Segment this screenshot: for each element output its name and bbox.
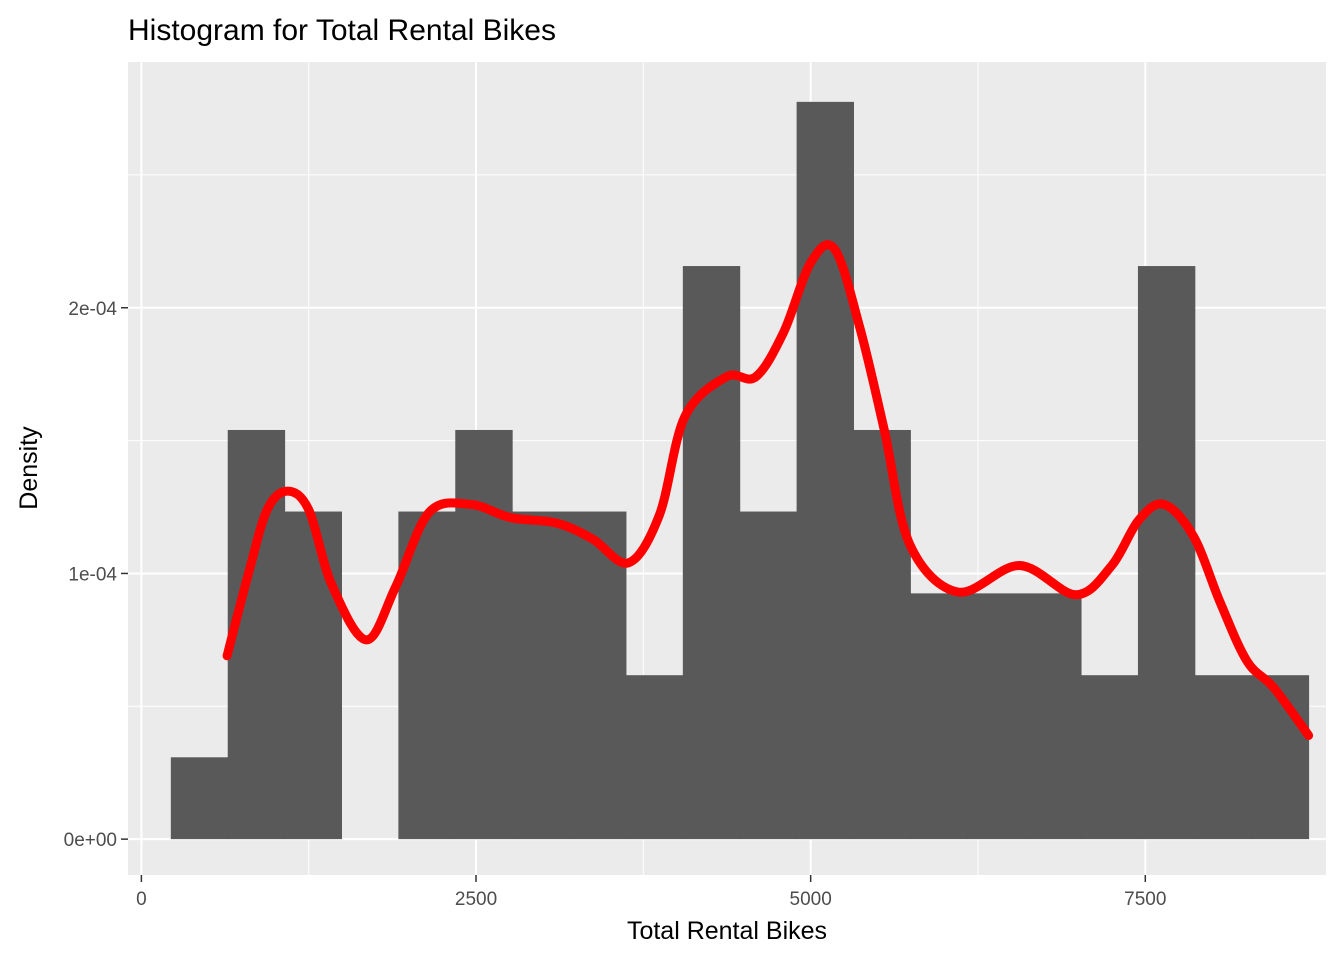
- histogram-bar: [170, 757, 229, 840]
- histogram-bar: [569, 511, 627, 840]
- histogram-bar: [682, 266, 741, 840]
- y-axis-title: Density: [15, 426, 43, 510]
- chart-title: Histogram for Total Rental Bikes: [128, 14, 556, 47]
- histogram-bar: [625, 675, 684, 840]
- histogram-bar: [1137, 266, 1196, 840]
- histogram-bar: [739, 511, 798, 840]
- density-curve: [222, 240, 1314, 740]
- histogram-bar: [1024, 593, 1082, 840]
- histogram-bar: [1081, 675, 1139, 840]
- x-tick-label: 2500: [455, 889, 497, 910]
- x-tick-label: 5000: [790, 889, 832, 910]
- y-tick-label: 0e+00: [64, 830, 117, 851]
- histogram-bar: [1194, 675, 1253, 840]
- x-tick-label: 7500: [1124, 889, 1166, 910]
- x-axis-ticks: 0 2500 5000 7500: [136, 875, 1166, 910]
- x-tick-label: 0: [136, 889, 147, 910]
- histogram-bar: [853, 429, 911, 840]
- histogram-bars: [170, 101, 1310, 840]
- x-axis-title: Total Rental Bikes: [627, 917, 827, 945]
- y-axis-ticks: 0e+00 1e-04 2e-04: [64, 299, 128, 851]
- histogram-bar: [967, 593, 1025, 840]
- histogram-bar: [796, 101, 854, 840]
- histogram-bar: [284, 511, 342, 840]
- histogram-bar: [455, 429, 513, 840]
- y-tick-label: 1e-04: [68, 564, 117, 585]
- histogram-bar: [512, 511, 570, 840]
- y-tick-label: 2e-04: [68, 299, 117, 320]
- histogram-bar: [910, 593, 968, 840]
